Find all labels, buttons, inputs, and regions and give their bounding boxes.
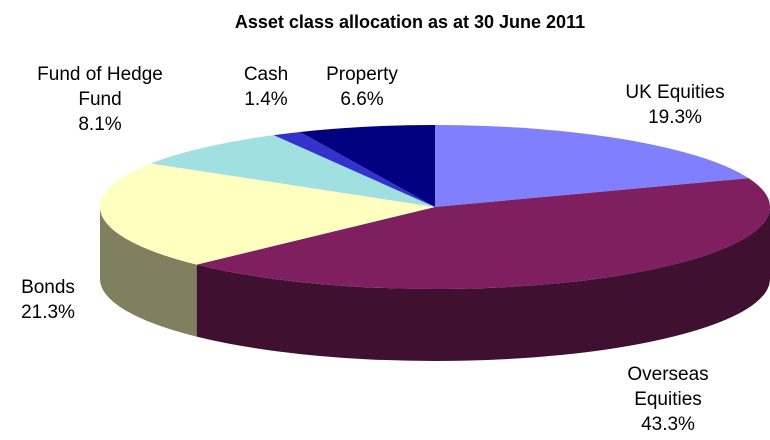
data-label: Property 6.6%	[302, 62, 422, 112]
slice	[196, 178, 770, 290]
category-label: Cash	[243, 64, 289, 85]
value-label: 19.3%	[648, 107, 702, 128]
category-label: UK Equities	[625, 82, 725, 103]
value-label: 21.3%	[21, 302, 75, 323]
slice-side	[100, 207, 197, 337]
data-label: Fund of Hedge Fund 8.1%	[30, 62, 170, 137]
value-label: 43.3%	[641, 414, 695, 435]
chart-title: Asset class allocation as at 30 June 201…	[234, 12, 586, 32]
value-label: 6.6%	[340, 89, 384, 110]
category-label: Overseas Equities	[627, 364, 709, 410]
data-label: Overseas Equities 43.3%	[608, 362, 728, 437]
slice	[273, 131, 435, 207]
slice	[435, 125, 749, 207]
data-label: Bonds 21.3%	[0, 275, 98, 325]
slice	[99, 163, 435, 265]
value-label: 1.4%	[244, 89, 288, 110]
category-label: Fund of Hedge Fund	[37, 64, 163, 110]
value-label: 8.1%	[78, 114, 122, 135]
slice	[151, 135, 435, 207]
category-label: Bonds	[21, 277, 75, 298]
data-label: Cash 1.4%	[226, 62, 306, 112]
category-label: Property	[326, 64, 398, 85]
slice	[300, 125, 435, 207]
data-label: UK Equities 19.3%	[590, 80, 760, 130]
slice-side	[196, 207, 770, 362]
